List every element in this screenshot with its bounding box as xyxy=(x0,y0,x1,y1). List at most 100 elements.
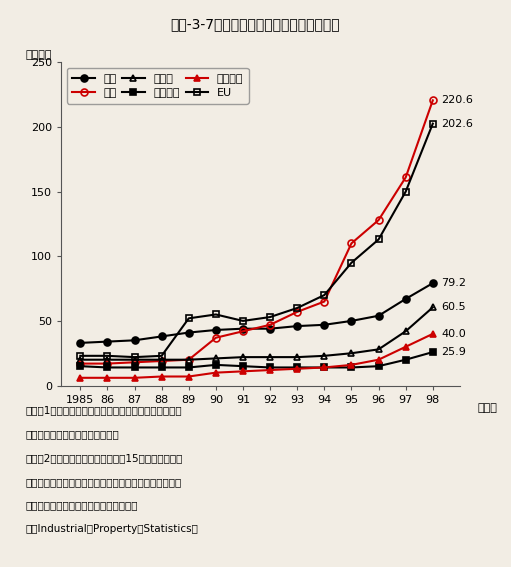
米国 xyxy=(430,97,436,104)
イギリス xyxy=(131,374,137,381)
日本 xyxy=(158,333,165,340)
Text: 「Industrial　Property　Statistics」: 「Industrial Property Statistics」 xyxy=(26,524,198,535)
ドイツ xyxy=(376,346,382,353)
ドイツ xyxy=(430,304,436,311)
フランス xyxy=(267,364,273,371)
Text: 注）　1．出願人の国籍別に対自国及び対外国に出願が: 注） 1．出願人の国籍別に対自国及び対外国に出願が xyxy=(26,405,182,416)
フランス xyxy=(77,363,83,370)
米国 xyxy=(267,321,273,328)
EU xyxy=(131,354,137,361)
EU xyxy=(403,188,409,195)
イギリス xyxy=(213,369,219,376)
Text: 79.2: 79.2 xyxy=(441,278,466,288)
Text: 40.0: 40.0 xyxy=(441,329,466,339)
米国 xyxy=(158,358,165,365)
米国 xyxy=(240,328,246,335)
Line: ドイツ: ドイツ xyxy=(77,304,436,363)
Text: 25.9: 25.9 xyxy=(441,347,466,357)
米国 xyxy=(213,335,219,341)
EU xyxy=(158,353,165,359)
日本 xyxy=(294,323,300,329)
Text: 2．ＥＵの数値は現在の加盟15か国の合計値。: 2．ＥＵの数値は現在の加盟15か国の合計値。 xyxy=(26,453,183,463)
フランス xyxy=(376,363,382,370)
EU xyxy=(267,314,273,320)
フランス xyxy=(240,363,246,370)
ドイツ xyxy=(131,356,137,363)
フランス xyxy=(349,364,355,371)
EU xyxy=(321,291,328,298)
Text: 資料：特許庁「特許庁年報」、「特許行政年次報告書」: 資料：特許庁「特許庁年報」、「特許行政年次報告書」 xyxy=(26,477,182,487)
米国 xyxy=(321,298,328,305)
ドイツ xyxy=(104,356,110,363)
EU xyxy=(294,304,300,311)
米国 xyxy=(403,174,409,181)
米国 xyxy=(77,360,83,367)
日本 xyxy=(321,321,328,328)
イギリス xyxy=(185,373,192,380)
Legend: 日本, 米国, ドイツ, フランス, イギリス, EU: 日本, 米国, ドイツ, フランス, イギリス, EU xyxy=(67,68,249,104)
ドイツ xyxy=(321,353,328,359)
イギリス xyxy=(376,356,382,363)
イギリス xyxy=(240,368,246,375)
イギリス xyxy=(104,374,110,381)
日本 xyxy=(267,325,273,332)
EU xyxy=(185,315,192,321)
Text: （万件）: （万件） xyxy=(26,49,52,60)
日本 xyxy=(430,280,436,286)
フランス xyxy=(158,364,165,371)
フランス xyxy=(294,364,300,371)
EU xyxy=(240,318,246,324)
米国 xyxy=(376,217,382,223)
日本 xyxy=(185,329,192,336)
EU xyxy=(349,259,355,266)
イギリス xyxy=(349,362,355,369)
日本 xyxy=(77,340,83,346)
ドイツ xyxy=(267,354,273,361)
フランス xyxy=(430,349,436,356)
Line: フランス: フランス xyxy=(77,349,436,371)
イギリス xyxy=(430,331,436,337)
ドイツ xyxy=(185,356,192,363)
フランス xyxy=(321,364,328,371)
イギリス xyxy=(267,367,273,374)
イギリス xyxy=(403,344,409,350)
米国 xyxy=(185,356,192,363)
Text: 60.5: 60.5 xyxy=(441,302,466,312)
イギリス xyxy=(321,364,328,371)
米国 xyxy=(104,360,110,367)
日本 xyxy=(240,325,246,332)
イギリス xyxy=(158,373,165,380)
Text: 202.6: 202.6 xyxy=(441,119,473,129)
米国 xyxy=(131,359,137,366)
日本 xyxy=(349,318,355,324)
日本 xyxy=(213,327,219,333)
日本 xyxy=(131,337,137,344)
Line: EU: EU xyxy=(77,120,436,361)
Line: イギリス: イギリス xyxy=(77,331,436,381)
日本 xyxy=(104,338,110,345)
Text: 220.6: 220.6 xyxy=(441,95,473,105)
EU xyxy=(213,311,219,318)
Text: （年）: （年） xyxy=(477,403,497,413)
イギリス xyxy=(77,374,83,381)
フランス xyxy=(185,364,192,371)
ドイツ xyxy=(240,354,246,361)
ドイツ xyxy=(213,355,219,362)
フランス xyxy=(131,364,137,371)
日本 xyxy=(376,312,382,319)
米国 xyxy=(349,240,355,247)
フランス xyxy=(403,356,409,363)
ドイツ xyxy=(349,350,355,357)
フランス xyxy=(213,362,219,369)
Line: 米国: 米国 xyxy=(77,97,436,367)
ドイツ xyxy=(158,356,165,363)
米国 xyxy=(294,308,300,315)
Text: なされた件数の合計値。: なされた件数の合計値。 xyxy=(26,429,119,439)
イギリス xyxy=(294,365,300,372)
Text: 世界知的所有権機関（ＷＩＰＯ）: 世界知的所有権機関（ＷＩＰＯ） xyxy=(26,501,138,511)
ドイツ xyxy=(77,356,83,363)
Text: 第２-3-7図　主要国の特許出願件数の推移: 第２-3-7図 主要国の特許出願件数の推移 xyxy=(171,17,340,31)
EU xyxy=(104,353,110,359)
フランス xyxy=(104,364,110,371)
Line: 日本: 日本 xyxy=(77,280,436,346)
